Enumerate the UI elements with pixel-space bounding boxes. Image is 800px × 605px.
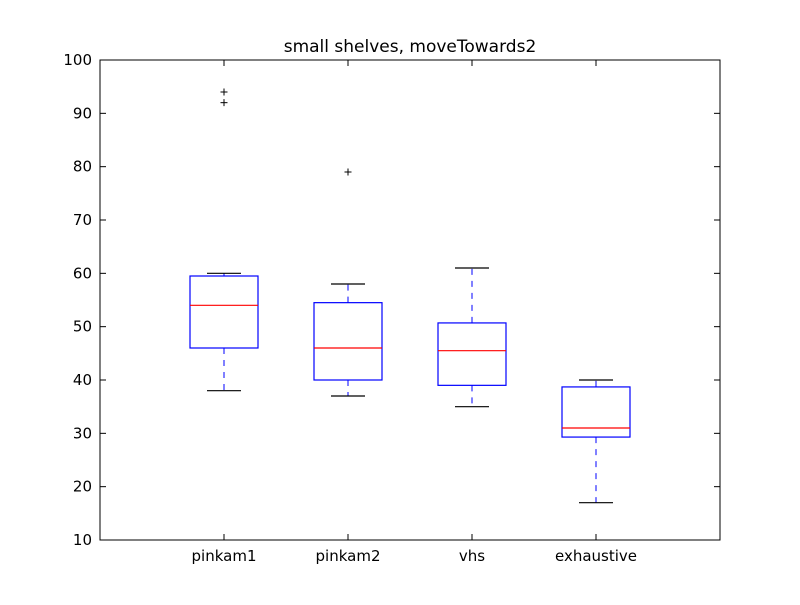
- iqr-box: [313, 302, 383, 381]
- y-tick-label: 100: [63, 51, 92, 69]
- x-tick-label: pinkam2: [316, 547, 381, 565]
- y-tick-label: 60: [73, 264, 92, 282]
- y-tick-label: 70: [73, 211, 92, 229]
- box-exhaustive: [561, 379, 631, 504]
- box-pinkam1: [189, 88, 259, 392]
- box-pinkam2: [313, 168, 383, 397]
- iqr-box: [561, 386, 631, 438]
- iqr-box: [437, 322, 507, 386]
- plot-area: [189, 88, 631, 504]
- y-tick-label: 10: [73, 531, 92, 549]
- y-tick-label: 20: [73, 478, 92, 496]
- axes: pinkam1 pinkam2 vhs exhaustive 10 20 30 40 50 60 7…: [63, 51, 721, 565]
- outlier-point: [220, 99, 228, 107]
- y-tick-label: 30: [73, 424, 92, 442]
- outlier-point: [220, 88, 228, 96]
- y-tick-label: 40: [73, 371, 92, 389]
- y-tick-label: 80: [73, 158, 92, 176]
- x-tick-label: pinkam1: [192, 547, 257, 565]
- y-tick-label: 90: [73, 104, 92, 122]
- box-vhs: [437, 267, 507, 408]
- x-tick-label: exhaustive: [555, 547, 637, 565]
- chart-title: small shelves, moveTowards2: [284, 37, 537, 57]
- iqr-box: [189, 275, 259, 349]
- y-tick-label: 50: [73, 318, 92, 336]
- x-tick-label: vhs: [459, 547, 485, 565]
- plot-frame: [99, 59, 721, 541]
- outlier-point: [344, 168, 352, 176]
